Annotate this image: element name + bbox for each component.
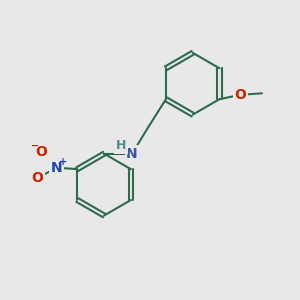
- Text: H: H: [116, 139, 126, 152]
- Text: +: +: [58, 157, 67, 167]
- Text: −: −: [31, 141, 39, 151]
- Text: N: N: [126, 147, 138, 161]
- Text: O: O: [235, 88, 247, 102]
- Text: O: O: [35, 146, 47, 159]
- Text: N: N: [51, 161, 62, 175]
- Text: O: O: [32, 171, 44, 185]
